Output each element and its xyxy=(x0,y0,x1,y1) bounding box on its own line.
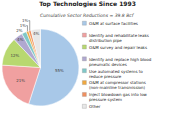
svg-text:O&M survey and repair leaks: O&M survey and repair leaks xyxy=(89,45,147,50)
svg-text:1%: 1% xyxy=(20,23,27,28)
svg-text:4%: 4% xyxy=(17,37,24,42)
svg-text:55%: 55% xyxy=(55,68,64,73)
svg-text:Top Technologies Since 1993: Top Technologies Since 1993 xyxy=(39,0,136,8)
svg-text:O&M at compressor stations(non: O&M at compressor stations(non-mainline … xyxy=(89,80,146,90)
svg-text:Other: Other xyxy=(89,104,101,109)
svg-text:Identify and replace high bloo: Identify and replace high bloodpneumatic… xyxy=(89,57,152,67)
svg-text:Use automated systems toreduce: Use automated systems toreduce pressure xyxy=(89,69,143,79)
svg-text:4%: 4% xyxy=(33,31,40,36)
svg-text:O&M at surface facilities: O&M at surface facilities xyxy=(89,21,138,26)
svg-text:21%: 21% xyxy=(16,78,25,83)
svg-text:2%: 2% xyxy=(16,28,23,33)
svg-text:Identify and rehabilitate leak: Identify and rehabilitate leaksdistribut… xyxy=(89,33,149,43)
svg-text:Cumulative Sector Reductions =: Cumulative Sector Reductions = 39.8 Bcf xyxy=(40,13,135,18)
svg-text:Inject blowdown gas into lowpr: Inject blowdown gas into lowpressure sys… xyxy=(89,92,148,102)
svg-text:1%: 1% xyxy=(22,18,29,23)
svg-text:12%: 12% xyxy=(10,53,19,58)
